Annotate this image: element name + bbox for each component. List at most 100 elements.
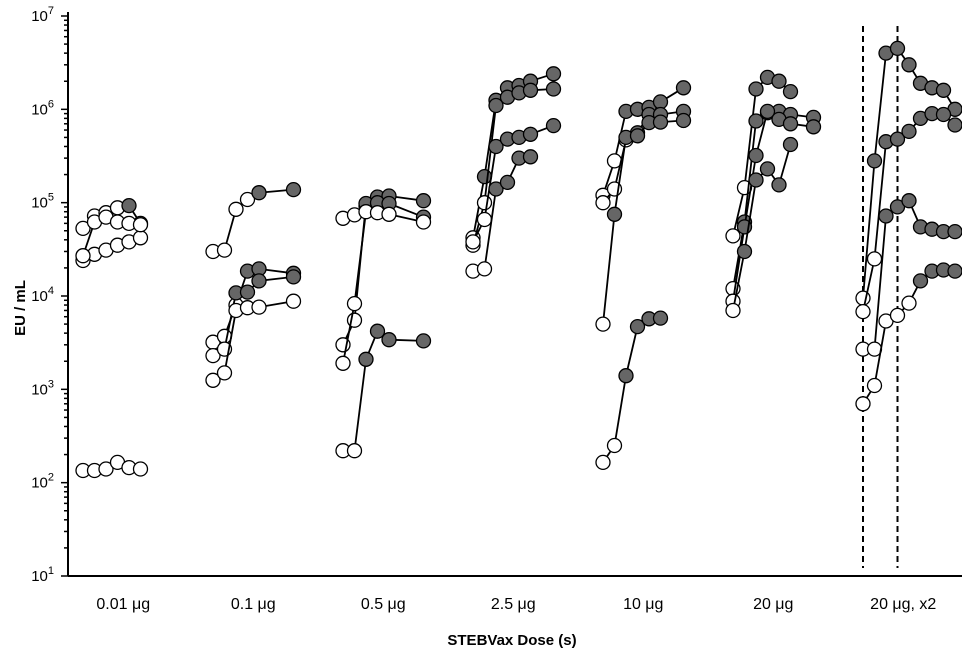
data-point-post-dose [782, 136, 799, 153]
data-point-post-dose [652, 310, 669, 326]
data-point-post-dose [522, 149, 539, 165]
data-point-pre-dose [866, 251, 883, 267]
data-point-pre-dose [476, 261, 493, 277]
data-point-pre-dose [415, 214, 432, 230]
series-line [732, 110, 814, 289]
data-point-post-dose [381, 332, 397, 348]
data-point-pre-dose [228, 201, 244, 217]
data-point-post-dose [251, 273, 267, 289]
data-point-pre-dose [239, 191, 256, 208]
data-point-pre-dose [75, 248, 91, 264]
data-point-post-dose [606, 206, 623, 222]
y-tick-label: 107 [31, 5, 54, 25]
subject-series [595, 112, 692, 332]
subject-series [205, 293, 302, 388]
data-point-post-dose [545, 117, 562, 134]
data-point-post-dose [947, 263, 962, 279]
data-point-post-dose [736, 243, 753, 260]
data-point-post-dose [285, 269, 302, 285]
x-category-label: 10 μg [623, 596, 663, 613]
data-point-pre-dose [725, 228, 741, 244]
subject-series [855, 105, 962, 320]
data-point-post-dose [522, 82, 539, 98]
subject-series [465, 149, 539, 279]
y-tick-label: 104 [31, 285, 54, 305]
data-point-post-dose [358, 351, 374, 367]
data-point-post-dose [866, 153, 883, 169]
y-tick-label: 105 [31, 192, 54, 212]
data-point-post-dose [935, 106, 952, 123]
subject-series [725, 136, 799, 319]
data-point-post-dose [901, 123, 917, 140]
x-category-label: 0.1 μg [231, 596, 276, 613]
data-point-post-dose [759, 161, 776, 177]
data-point-post-dose [545, 81, 562, 97]
subject-series [205, 181, 302, 260]
subject-series [465, 117, 562, 250]
data-point-pre-dose [476, 195, 493, 211]
data-point-pre-dose [346, 443, 363, 459]
data-point-post-dose [415, 193, 432, 209]
x-category-label: 20 μg, x2 [870, 596, 936, 613]
subject-series [75, 209, 149, 264]
subject-series [855, 40, 962, 306]
x-category-label: 0.01 μg [96, 596, 150, 613]
data-point-pre-dose [205, 347, 221, 364]
subject-series [725, 103, 822, 297]
data-point-post-dose [782, 83, 799, 100]
data-point-pre-dose [855, 396, 871, 412]
x-category-label: 2.5 μg [491, 596, 536, 613]
data-point-pre-dose [889, 307, 906, 324]
data-point-post-dose [748, 147, 764, 164]
data-point-pre-dose [251, 299, 267, 315]
data-point-post-dose [675, 80, 692, 96]
data-point-pre-dose [216, 328, 233, 344]
data-point-post-dose [771, 177, 787, 193]
data-point-post-dose [759, 103, 776, 120]
data-point-post-dose [488, 97, 504, 114]
data-point-pre-dose [98, 461, 114, 477]
data-point-post-dose [476, 168, 493, 185]
data-point-post-dose [545, 66, 562, 82]
data-point-post-dose [652, 94, 669, 110]
data-point-pre-dose [335, 355, 351, 371]
data-point-post-dose [629, 128, 646, 144]
data-point-post-dose [499, 174, 516, 191]
data-point-pre-dose [725, 302, 741, 319]
data-point-post-dose [889, 199, 906, 215]
series-line [732, 109, 814, 302]
y-tick-label: 103 [31, 378, 54, 398]
series-line [602, 119, 684, 325]
data-point-post-dose [369, 323, 386, 339]
data-point-pre-dose [595, 454, 611, 471]
data-point-post-dose [488, 138, 504, 155]
data-point-pre-dose [216, 365, 233, 381]
data-point-post-dose [878, 208, 894, 224]
data-point-post-dose [415, 333, 432, 349]
data-point-post-dose [675, 112, 692, 129]
subject-series [335, 323, 432, 459]
data-point-pre-dose [285, 293, 302, 309]
subject-series [205, 269, 302, 364]
data-point-post-dose [889, 131, 906, 147]
data-point-post-dose [748, 172, 764, 188]
series-line [343, 329, 424, 452]
data-point-post-dose [121, 197, 137, 214]
data-point-pre-dose [476, 211, 493, 228]
data-point-pre-dose [381, 206, 397, 222]
data-point-pre-dose [75, 220, 91, 237]
data-point-post-dose [782, 116, 799, 132]
data-point-pre-dose [216, 242, 233, 258]
data-point-post-dose [652, 114, 669, 130]
y-tick-label: 106 [31, 98, 54, 118]
data-point-post-dose [889, 40, 906, 57]
y-tick-label: 102 [31, 472, 54, 492]
subject-series [855, 262, 962, 412]
x-category-label: 0.5 μg [361, 596, 406, 613]
axes: 101 102 103 104 105 106 107 0.01 μg 0.1 μg 0.5 μg… [31, 5, 962, 613]
data-point-pre-dose [595, 195, 611, 211]
data-point-pre-dose [901, 295, 917, 311]
data-point-post-dose [748, 81, 764, 97]
